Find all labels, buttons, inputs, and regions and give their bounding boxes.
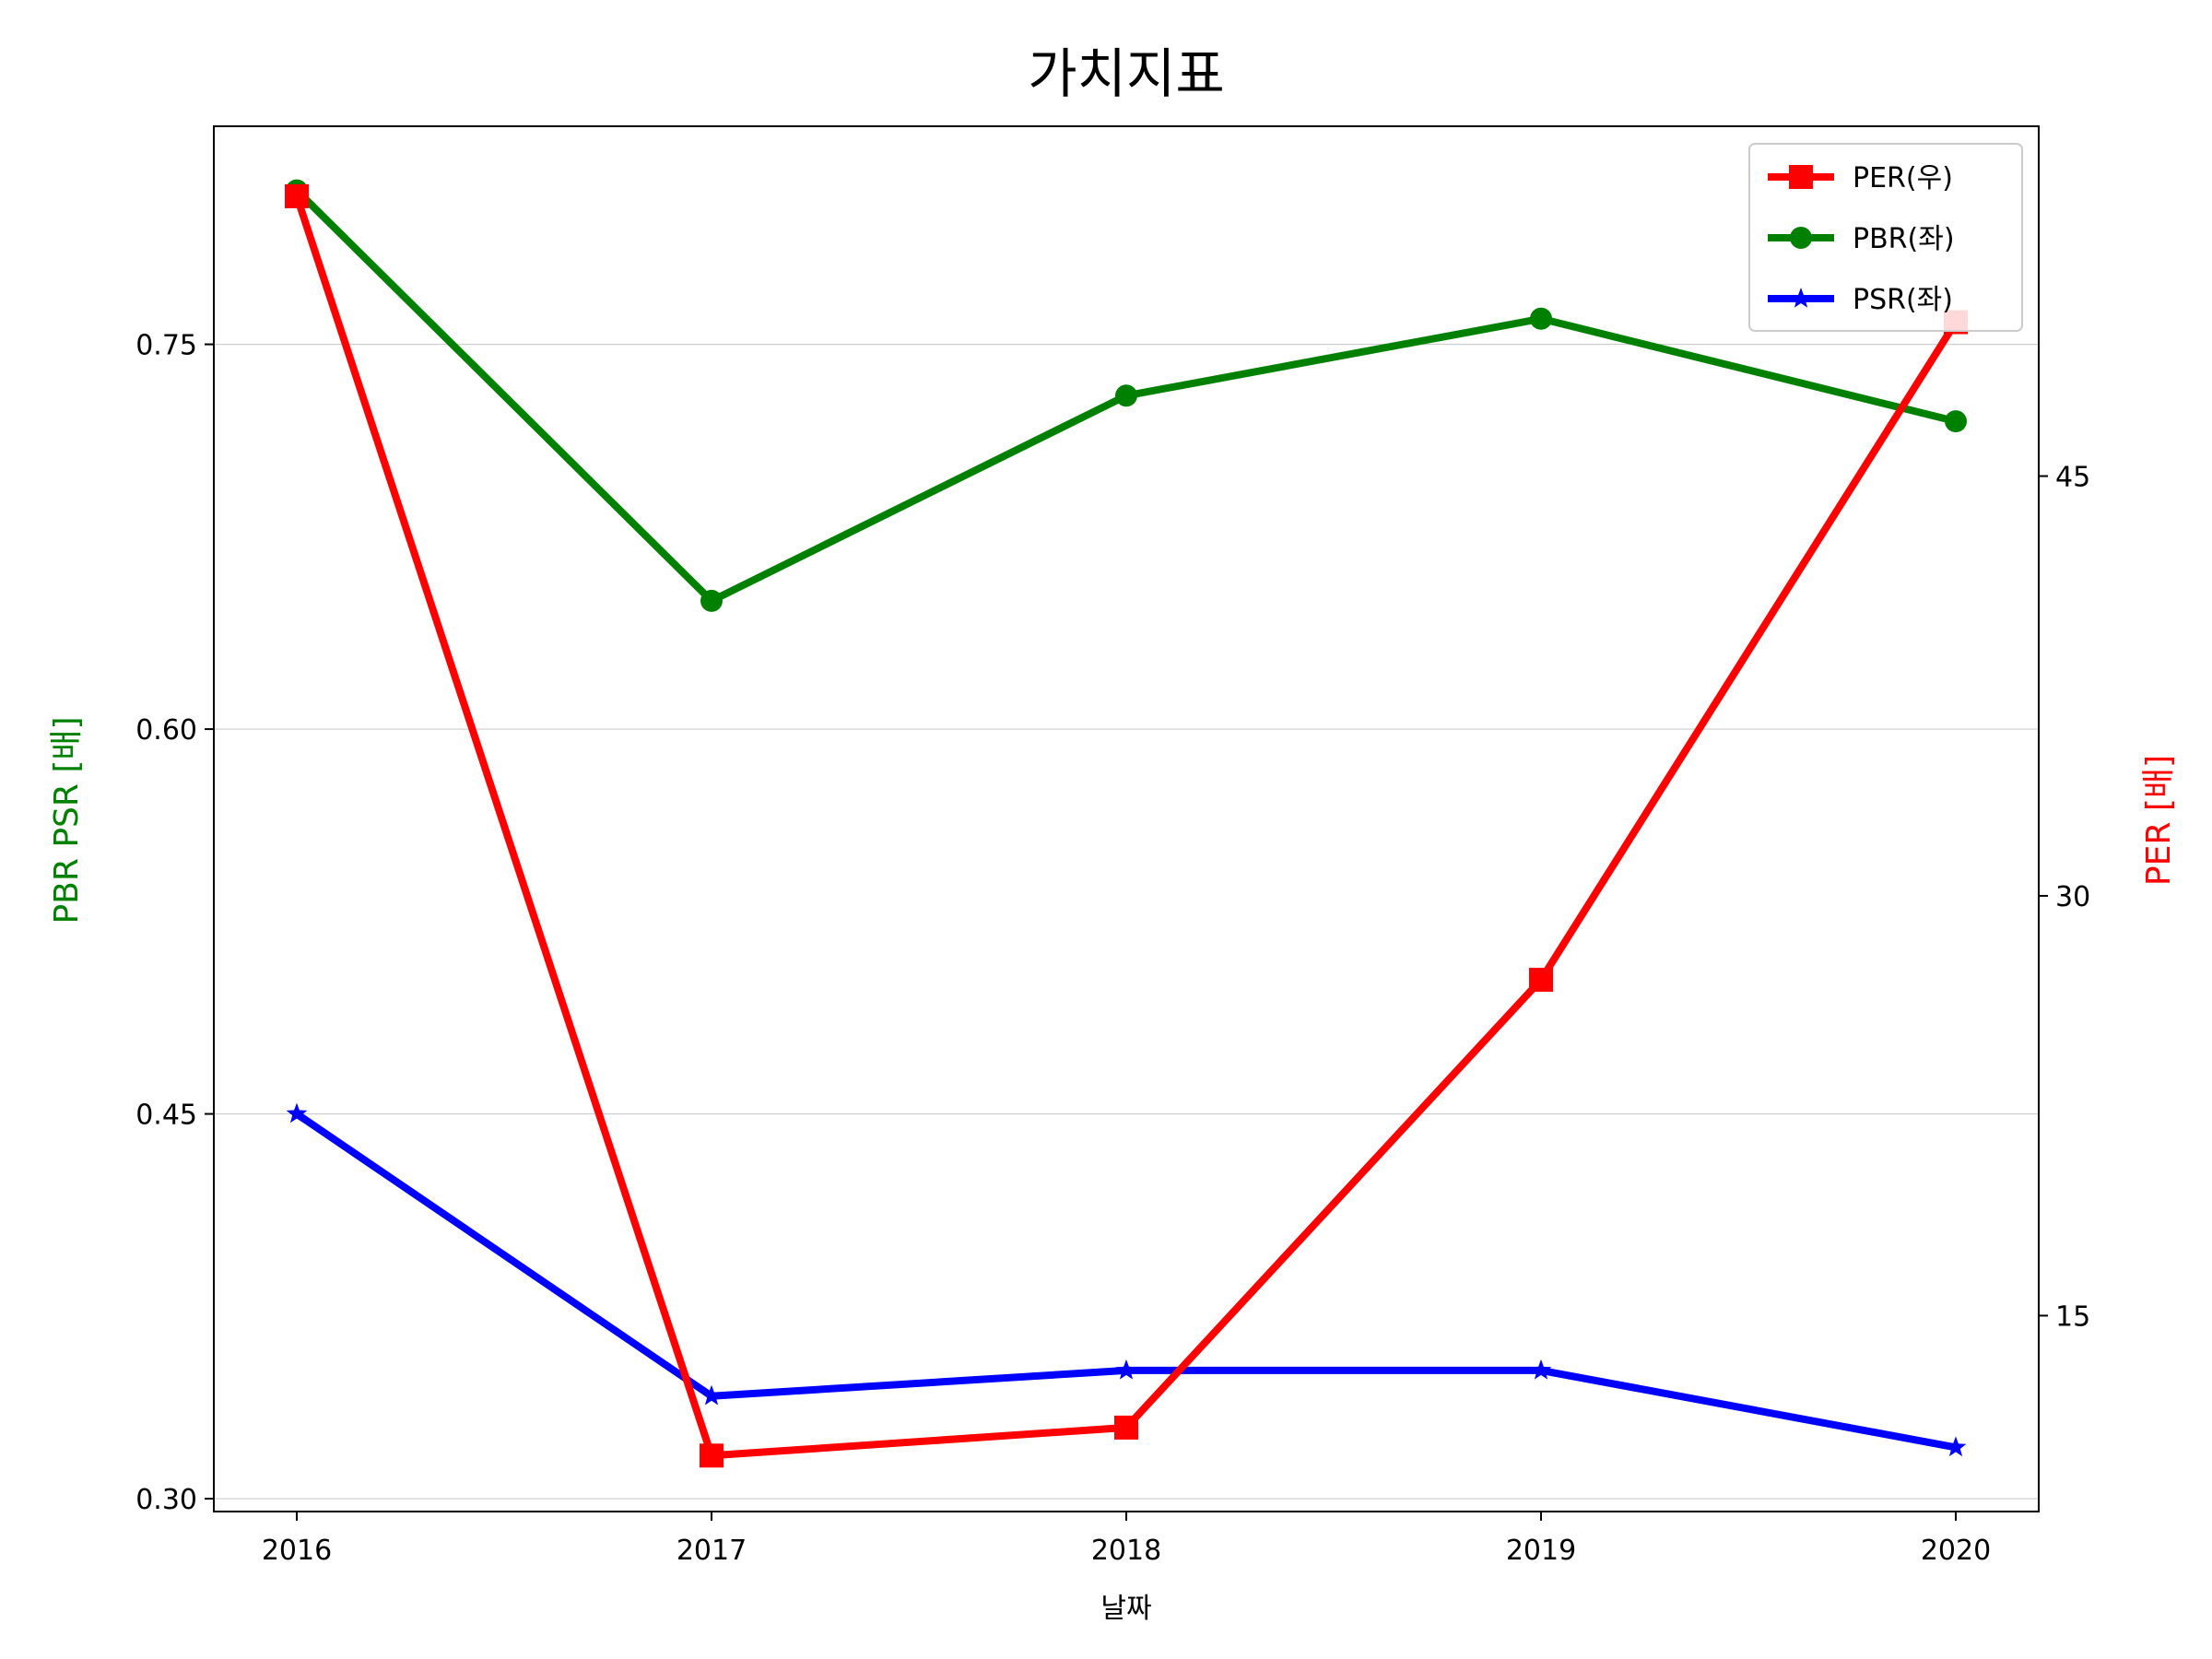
data-point-pbr [700, 589, 723, 612]
y-left-tick-label: 0.60 [135, 714, 197, 747]
data-point-psr [1115, 1359, 1137, 1380]
y-right-tick-label: 45 [2055, 462, 2090, 494]
legend-label: PER(우) [1853, 162, 1953, 194]
data-point-per [285, 183, 309, 208]
data-point-per [1114, 1415, 1138, 1440]
axes: 0.30 0.45 0.60 0.75 15 30 45 2016 2017 2018 2019 20… [135, 330, 2090, 1567]
x-tick-label: 2020 [1921, 1535, 1991, 1567]
y-left-tick-label: 0.45 [135, 1100, 197, 1132]
y-right-tick-label: 30 [2055, 881, 2090, 913]
data-point-psr [286, 1102, 308, 1124]
gridlines [214, 343, 2039, 1500]
data-point-per [700, 1443, 724, 1468]
legend-frame [1748, 143, 2023, 332]
x-tick-label: 2018 [1091, 1535, 1161, 1567]
data-point-pbr [1530, 307, 1552, 330]
series-group [285, 179, 1968, 1468]
legend: PER(우) PBR(좌) PSR(좌) [1748, 143, 2023, 332]
legend-label: PBR(좌) [1853, 223, 1955, 255]
legend-label: PSR(좌) [1853, 284, 1953, 316]
legend-item-pbr: PBR(좌) [1768, 223, 1955, 255]
legend-marker [1790, 227, 1812, 249]
series-psr [286, 1102, 1967, 1457]
legend-marker [1789, 165, 1813, 189]
x-tick-label: 2017 [677, 1535, 747, 1567]
data-point-psr [1945, 1436, 1967, 1457]
y-axis-right-label: PER [배] [2140, 755, 2178, 886]
data-point-per [1529, 968, 1553, 993]
series-per [285, 183, 1968, 1468]
data-point-pbr [1945, 410, 1967, 433]
data-point-psr [1530, 1359, 1552, 1380]
y-axis-left-label: PBR PSR [배] [48, 716, 86, 924]
y-right-tick-label: 15 [2055, 1300, 2090, 1333]
y-left-tick-label: 0.75 [135, 330, 197, 362]
legend-marker [1790, 288, 1812, 308]
y-left-tick-label: 0.30 [135, 1484, 197, 1516]
legend-item-psr: PSR(좌) [1768, 284, 1953, 316]
data-point-pbr [1115, 384, 1137, 407]
x-tick-label: 2019 [1506, 1535, 1576, 1567]
chart-title: 가치지표 [1028, 42, 1224, 105]
x-axis-label: 날짜 [1100, 1593, 1151, 1625]
data-point-psr [700, 1384, 723, 1406]
x-tick-label: 2016 [262, 1535, 332, 1567]
legend-item-per: PER(우) [1768, 162, 1953, 194]
